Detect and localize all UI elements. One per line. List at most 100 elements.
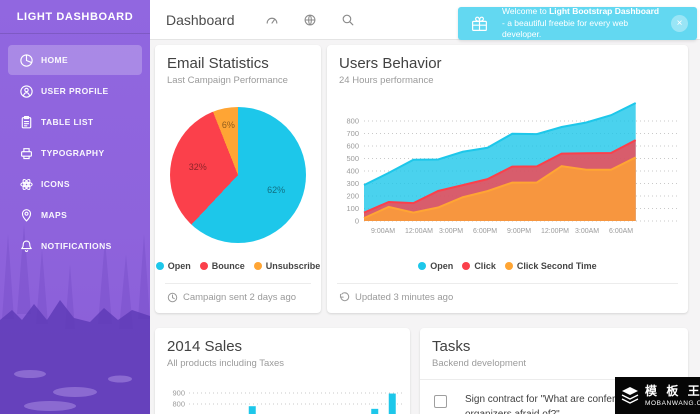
globe-icon[interactable]	[303, 13, 317, 27]
svg-text:500: 500	[346, 154, 359, 163]
sidebar-item-label: USER PROFILE	[41, 86, 109, 96]
svg-text:800: 800	[172, 400, 185, 409]
legend-item-bounce: Bounce	[199, 261, 245, 271]
pie-slice-label: 62%	[267, 185, 286, 196]
card-subtitle: Backend development	[432, 358, 527, 369]
sidebar-item-label: ICONS	[41, 179, 70, 189]
email-legend: Open Bounce Unsubscribe	[155, 261, 321, 271]
card-title: Users Behavior	[339, 55, 442, 72]
legend-dot	[253, 262, 262, 270]
search-icon[interactable]	[341, 13, 355, 27]
legend-dot	[418, 262, 427, 270]
stacked-layers-icon	[618, 384, 642, 408]
card-title: Email Statistics	[167, 55, 269, 72]
email-pie: 62% 32% 6%	[170, 107, 306, 243]
sidebar-item-home[interactable]: HOME	[8, 45, 142, 75]
printer-icon	[19, 146, 41, 161]
legend-dot	[155, 262, 164, 270]
legend-dot	[462, 262, 471, 270]
svg-text:6:00AM: 6:00AM	[609, 228, 633, 235]
sidebar-item-label: TYPOGRAPHY	[41, 148, 105, 158]
close-icon[interactable]: ×	[671, 15, 688, 32]
svg-text:900: 900	[172, 389, 185, 398]
user-icon	[19, 84, 41, 99]
svg-text:3:00PM: 3:00PM	[439, 228, 463, 235]
map-pin-icon	[19, 208, 41, 223]
gauge-icon[interactable]	[265, 13, 279, 27]
svg-text:3:00AM: 3:00AM	[575, 228, 599, 235]
legend-item-unsubscribe: Unsubscribe	[253, 261, 320, 271]
email-pie-chart: 62% 32% 6%	[170, 107, 306, 243]
svg-text:700: 700	[346, 129, 359, 138]
behavior-card-footer: Updated 3 minutes ago	[339, 292, 453, 303]
svg-text:12:00PM: 12:00PM	[541, 228, 569, 235]
legend-item-click: Click	[462, 261, 496, 271]
legend-item-open: Open	[418, 261, 453, 271]
divider	[420, 379, 688, 380]
watermark-text: 模 板 王 MOBANWANG.COM	[645, 383, 700, 407]
page-title: Dashboard	[166, 11, 235, 28]
sidebar-item-table-list[interactable]: TABLE LIST	[8, 107, 142, 137]
sales-card: 2014 Sales All products including Taxes …	[155, 328, 410, 414]
task-row: Sign contract for "What are conference o…	[420, 380, 688, 414]
sidebar-item-maps[interactable]: MAPS	[8, 200, 142, 230]
svg-text:0: 0	[355, 217, 359, 226]
card-subtitle: 24 Hours performance	[339, 75, 434, 86]
footer-text: Updated 3 minutes ago	[355, 292, 454, 303]
mobanwang-watermark: 模 板 王 MOBANWANG.COM	[615, 377, 700, 414]
sidebar: LIGHT DASHBOARD HOME USER PROFILE TABLE …	[0, 0, 150, 414]
sidebar-item-icons[interactable]: ICONS	[8, 169, 142, 199]
sidebar-item-label: HOME	[41, 55, 69, 65]
pie-chart-icon	[19, 53, 41, 68]
pie-slice-label: 6%	[221, 119, 235, 130]
svg-text:400: 400	[346, 167, 359, 176]
users-behavior-chart: 0 100 200 300 400 500 600 700 800 9:00AM 12:00AM 3:…	[346, 102, 677, 235]
card-title: Tasks	[432, 338, 471, 355]
toast-message: Welcome to Light Bootstrap Dashboard - a…	[502, 6, 660, 40]
svg-text:600: 600	[346, 142, 359, 151]
main-content: Email Statistics Last Campaign Performan…	[150, 40, 700, 414]
navbar-icons	[265, 13, 355, 27]
gift-icon	[470, 14, 489, 33]
divider	[337, 283, 678, 284]
svg-text:9:00PM: 9:00PM	[507, 228, 531, 235]
sidebar-item-typography[interactable]: TYPOGRAPHY	[8, 138, 142, 168]
sidebar-menu: HOME USER PROFILE TABLE LIST TYPOGRAPHY …	[0, 45, 150, 261]
welcome-toast: Welcome to Light Bootstrap Dashboard - a…	[458, 6, 697, 40]
pie-slice-label: 32%	[188, 162, 207, 173]
users-behavior-card: Users Behavior 24 Hours performance 0 100…	[327, 45, 688, 313]
card-subtitle: All products including Taxes	[167, 358, 285, 369]
clock-icon	[167, 292, 178, 303]
sidebar-item-label: NOTIFICATIONS	[41, 241, 112, 251]
history-icon	[339, 292, 350, 303]
svg-text:9:00AM: 9:00AM	[371, 228, 395, 235]
svg-text:6:00PM: 6:00PM	[473, 228, 497, 235]
divider	[165, 283, 311, 284]
sidebar-item-user-profile[interactable]: USER PROFILE	[8, 76, 142, 106]
legend-dot	[199, 262, 208, 270]
task-text: Sign contract for "What are conference o…	[465, 394, 637, 414]
sidebar-item-label: TABLE LIST	[41, 117, 94, 127]
svg-text:800: 800	[346, 117, 359, 126]
legend-item-click-second-time: Click Second Time	[504, 261, 597, 271]
bell-icon	[19, 239, 41, 254]
card-subtitle: Last Campaign Performance	[167, 75, 288, 86]
svg-text:12:00AM: 12:00AM	[405, 228, 433, 235]
behavior-legend: Open Click Click Second Time	[327, 261, 688, 271]
app-brand: LIGHT DASHBOARD	[0, 0, 150, 34]
atom-icon	[19, 177, 41, 192]
svg-text:100: 100	[346, 204, 359, 213]
card-title: 2014 Sales	[167, 338, 243, 355]
email-card-footer: Campaign sent 2 days ago	[167, 292, 296, 303]
legend-dot	[504, 262, 513, 270]
email-statistics-card: Email Statistics Last Campaign Performan…	[155, 45, 321, 313]
sidebar-item-notifications[interactable]: NOTIFICATIONS	[8, 231, 142, 261]
legend-item-open: Open	[155, 261, 191, 271]
task-checkbox[interactable]	[434, 395, 447, 408]
svg-text:300: 300	[346, 179, 359, 188]
sidebar-item-label: MAPS	[41, 210, 68, 220]
footer-text: Campaign sent 2 days ago	[183, 292, 297, 303]
svg-text:200: 200	[346, 192, 359, 201]
clipboard-icon	[19, 115, 41, 130]
